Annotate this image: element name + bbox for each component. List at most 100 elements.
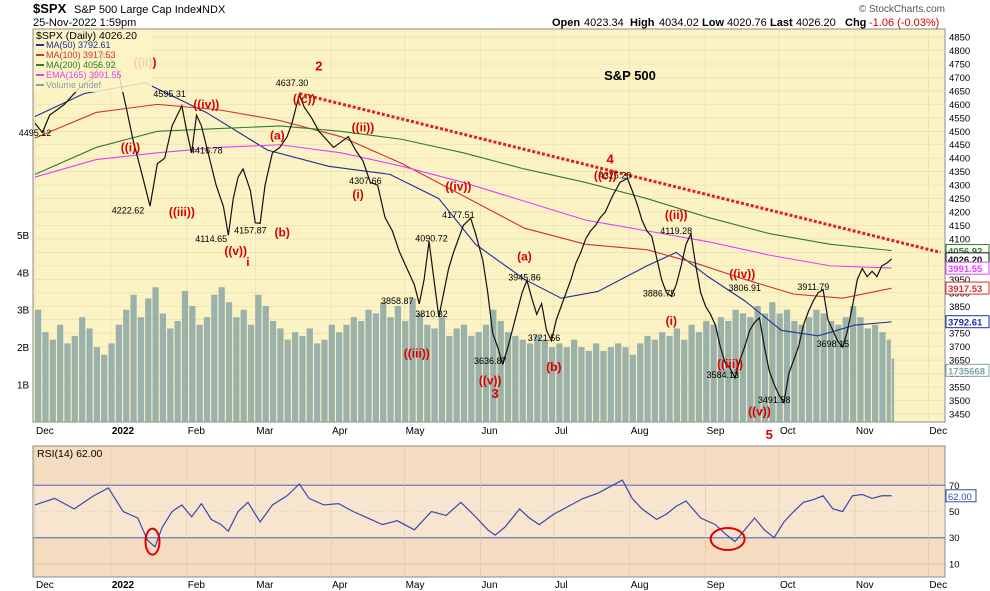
x-tick-label: 2022 (112, 426, 135, 437)
x-tick-label: Dec (929, 580, 947, 591)
legend-item-label: MA(100) 3917.53 (46, 50, 116, 60)
price-tick-label: 3550 (949, 383, 970, 394)
legend-item-label: Volume undef (46, 80, 102, 90)
volume-bar (644, 335, 651, 422)
x-tick-label: Sep (707, 580, 725, 591)
wave-label: ((v)) (479, 373, 502, 387)
legend-item-label: EMA(165) 3991.55 (46, 70, 122, 80)
chart-exchange: INDX (199, 4, 226, 16)
legend: $SPX (Daily) 4026.20 MA(50) 3792.61MA(10… (34, 30, 152, 92)
price-label: 4416.78 (190, 145, 223, 155)
wave-label: 4 (607, 152, 615, 167)
rsi-neutral-zone (33, 485, 945, 538)
volume-bar (783, 309, 791, 422)
volume-bar (108, 343, 115, 422)
volume-bar (453, 328, 460, 422)
rsi-current-label: 62.00 (945, 489, 977, 503)
price-tick-label: 4500 (949, 127, 970, 138)
ma-line (34, 144, 892, 269)
price-label: 4595.31 (153, 89, 186, 99)
price-label: 4325.28 (599, 170, 632, 180)
x-tick-label: Oct (780, 426, 796, 437)
wave-label: (i) (666, 314, 677, 328)
price-label: 3491.58 (758, 395, 791, 405)
price-labels: 4495.12 4595.31 4416.78 4222.62 4114.65 4157.… (19, 78, 849, 405)
wave-label: (i) (352, 188, 363, 202)
rsi-line (34, 479, 892, 548)
watermark: © StockCharts.com (859, 4, 945, 15)
volume-bar (468, 335, 475, 422)
right-label-text: 3792.61 (948, 318, 983, 329)
volume-bar (203, 317, 211, 422)
volume-scale-label: 5B (17, 231, 30, 242)
wave-label: ((iv)) (445, 180, 471, 194)
volume-bar (372, 313, 379, 422)
volume-bar (776, 313, 783, 422)
wave-label: ((c)) (594, 169, 617, 183)
chart-datetime: 25-Nov-2022 1:59pm (33, 17, 136, 29)
price-tick-label: 4850 (949, 33, 970, 44)
volume-bar (717, 317, 725, 422)
volume-bar (813, 309, 820, 422)
wave-label: ((v)) (748, 404, 771, 418)
volume-bar (482, 324, 490, 422)
volume-bar (805, 317, 813, 422)
price-label: 3810.32 (415, 309, 448, 319)
x-tick-label: Dec (36, 426, 54, 437)
price-tick-label: 3700 (949, 342, 970, 353)
volume-bar (93, 347, 100, 422)
svg-text:Low: Low (702, 17, 724, 29)
x-tick-label: Aug (631, 426, 649, 437)
volume-bar (842, 317, 849, 422)
right-label-text: 1735668 (948, 366, 985, 377)
price-label: 4114.65 (195, 234, 227, 244)
volume-bar (167, 328, 174, 422)
volume-bar (123, 309, 130, 422)
right-label-text: 3917.53 (948, 284, 982, 295)
price-label: 3584.13 (706, 370, 739, 380)
price-label: 3698.15 (817, 339, 850, 349)
wave-label: ((v)) (224, 244, 247, 258)
rsi-title: RSI(14) 62.00 (37, 448, 103, 460)
price-tick-label: 3950 (949, 275, 970, 286)
price-tick-label: 3500 (949, 396, 970, 407)
volume-bar (79, 317, 86, 422)
wave-label-below: 5 (766, 427, 773, 442)
volume-bar (585, 350, 592, 422)
x-axis-price: Dec 2022 Feb Mar Apr May Jun Jul Aug Sep Oct Nov Dec (36, 426, 947, 437)
price-tick-label: 4550 (949, 113, 970, 124)
volume-bar (277, 328, 284, 422)
volume-bar (101, 354, 108, 422)
volume-bar (343, 324, 350, 422)
legend-item-label: MA(50) 3792.61 (46, 40, 111, 50)
right-label-text: 4056.92 (948, 247, 982, 258)
x-tick-label: Dec (36, 580, 54, 591)
rsi-tick-label: 50 (949, 507, 960, 518)
volume-bar (703, 320, 710, 422)
volume-bar (159, 313, 167, 422)
volume-bar (857, 317, 864, 422)
svg-text:High: High (630, 17, 655, 29)
volume-bar (181, 291, 189, 422)
legend-item-label: MA(200) 4056.92 (46, 60, 116, 70)
volume-bar (556, 343, 563, 422)
volume-bar (255, 294, 262, 422)
volume-bar (872, 324, 879, 422)
volume-bar (336, 332, 343, 422)
volume-bar (710, 324, 717, 422)
volume-bar (512, 335, 519, 422)
x-tick-label: May (406, 426, 425, 437)
volume-bar (849, 305, 857, 422)
svg-text:4034.02: 4034.02 (659, 17, 699, 29)
volume-bar (86, 328, 93, 422)
volume-bar (879, 332, 886, 422)
volume-bar (152, 287, 159, 422)
volume-bar (791, 320, 798, 422)
x-tick-label: Feb (188, 580, 206, 591)
price-label: 4222.62 (112, 205, 145, 215)
volume-scale-labels: 5B 4B 3B 2B 1B (17, 231, 30, 392)
wave-label: 3 (492, 386, 499, 401)
volume-bar (534, 335, 541, 422)
volume-bar (350, 317, 357, 422)
volume-bar (218, 287, 225, 422)
